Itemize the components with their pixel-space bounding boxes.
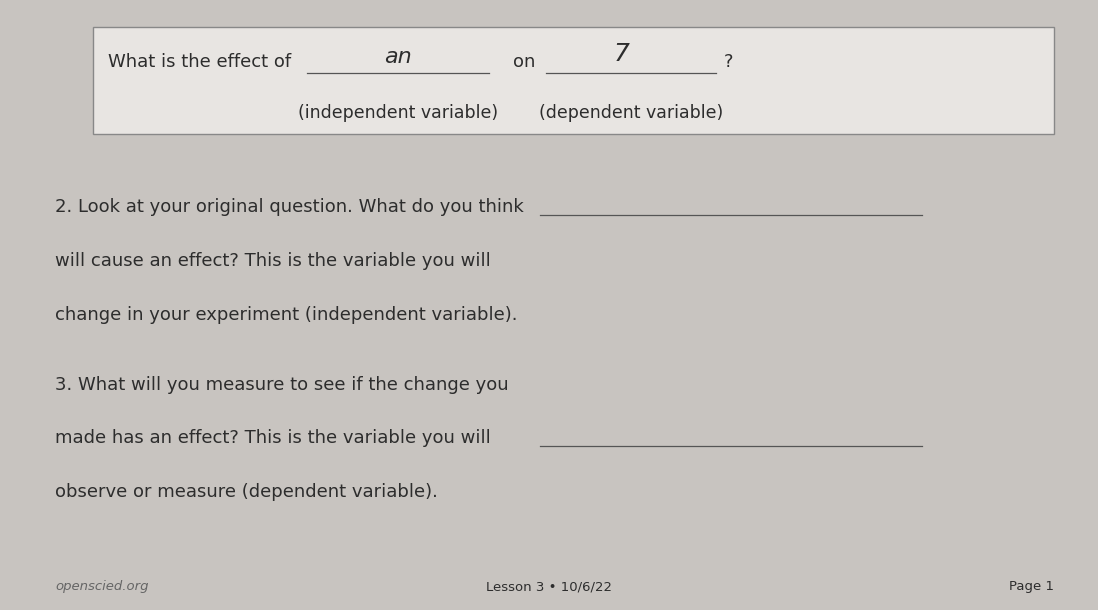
Text: ?: ?	[724, 52, 733, 71]
Text: observe or measure (dependent variable).: observe or measure (dependent variable).	[55, 483, 438, 501]
Text: change in your experiment (independent variable).: change in your experiment (independent v…	[55, 306, 517, 324]
Text: Lesson 3 • 10/6/22: Lesson 3 • 10/6/22	[486, 580, 612, 594]
Text: What is the effect of: What is the effect of	[108, 52, 291, 71]
Text: (dependent variable): (dependent variable)	[539, 104, 722, 122]
Text: an: an	[384, 47, 412, 66]
Text: 2. Look at your original question. What do you think: 2. Look at your original question. What …	[55, 198, 524, 217]
Text: (independent variable): (independent variable)	[298, 104, 498, 122]
Text: 3. What will you measure to see if the change you: 3. What will you measure to see if the c…	[55, 376, 508, 393]
Text: on: on	[513, 52, 535, 71]
Text: 7: 7	[614, 42, 630, 66]
Text: Page 1: Page 1	[1009, 580, 1054, 594]
FancyBboxPatch shape	[93, 27, 1054, 134]
Text: openscied.org: openscied.org	[55, 580, 148, 594]
Text: will cause an effect? This is the variable you will: will cause an effect? This is the variab…	[55, 252, 491, 270]
Text: made has an effect? This is the variable you will: made has an effect? This is the variable…	[55, 429, 491, 447]
